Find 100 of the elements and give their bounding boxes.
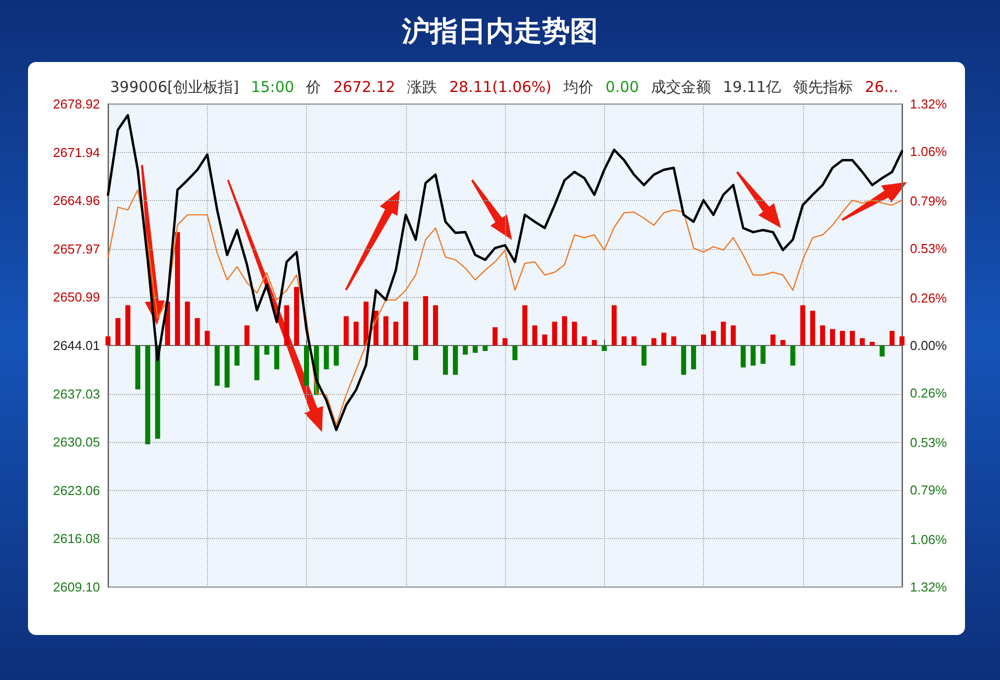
bar xyxy=(204,330,210,346)
bar xyxy=(720,322,726,346)
bar xyxy=(106,336,110,346)
bar xyxy=(651,338,656,346)
text: 涨跌 xyxy=(407,78,438,96)
bar xyxy=(274,346,280,370)
y-tick-label: 2616.08 xyxy=(53,531,100,546)
bar xyxy=(194,318,200,346)
bar xyxy=(462,346,468,355)
bar xyxy=(612,305,617,346)
bar xyxy=(602,346,607,351)
bar xyxy=(512,346,518,360)
bar xyxy=(840,330,845,346)
bar xyxy=(294,286,300,346)
text: 成交金额 xyxy=(650,78,711,96)
y2-tick-label: 1.32% xyxy=(910,96,948,112)
text: 28.11(1.06%) xyxy=(449,78,552,96)
bar xyxy=(472,346,478,353)
bar xyxy=(135,346,140,390)
bar xyxy=(115,318,120,346)
bar xyxy=(244,325,250,346)
bar xyxy=(532,325,538,346)
bar xyxy=(701,334,706,346)
y2-tick-label: 0.53% xyxy=(910,434,948,450)
y2-tick-label: 0.53% xyxy=(910,241,948,256)
y2-tick-label: 0.26% xyxy=(910,386,948,401)
text: 15:00 xyxy=(250,78,294,96)
bar xyxy=(671,336,676,346)
bar xyxy=(452,346,458,375)
bar xyxy=(890,330,895,346)
text: 19.11亿 xyxy=(722,78,781,96)
y-tick-label: 2630.05 xyxy=(53,434,100,450)
bar xyxy=(264,346,270,355)
bar xyxy=(403,302,408,346)
bar xyxy=(582,336,587,346)
bar xyxy=(413,346,418,360)
bar xyxy=(344,316,349,346)
bar xyxy=(860,338,865,346)
y2-tick-label: 1.06% xyxy=(910,532,948,547)
bar xyxy=(830,329,836,346)
bar xyxy=(880,346,885,356)
bar xyxy=(184,302,190,346)
bar xyxy=(482,346,488,351)
bar xyxy=(710,330,716,346)
chart-title: 沪指日内走势图 xyxy=(401,14,598,48)
bar xyxy=(324,346,329,370)
line-series xyxy=(107,189,903,426)
bar xyxy=(641,346,646,366)
bar xyxy=(174,232,180,346)
bar xyxy=(760,346,766,364)
bar xyxy=(364,302,369,346)
y2-tick-label: 0.26% xyxy=(910,290,948,306)
bar xyxy=(681,346,686,375)
bar xyxy=(393,322,398,346)
bar xyxy=(740,346,746,368)
y-tick-label: 2650.99 xyxy=(53,290,100,305)
y2-tick-label: 0.00% xyxy=(910,338,948,353)
y-tick-label: 2623.06 xyxy=(53,482,100,498)
bar xyxy=(284,305,290,346)
y-tick-label: 2644.01 xyxy=(53,338,100,353)
y-tick-label: 2671.94 xyxy=(53,144,100,160)
y-tick-label: 2637.03 xyxy=(53,386,100,402)
y2-tick-label: 1.32% xyxy=(910,580,948,594)
bar xyxy=(632,336,637,346)
bar xyxy=(334,346,339,366)
bar xyxy=(542,334,548,346)
bar xyxy=(691,346,696,370)
y-tick-label: 2678.92 xyxy=(53,96,100,112)
bar xyxy=(502,338,508,346)
bar xyxy=(800,305,806,346)
bar xyxy=(304,346,309,386)
y2-tick-label: 1.06% xyxy=(910,144,948,160)
bar xyxy=(850,330,855,346)
bar xyxy=(354,322,359,346)
line-series xyxy=(106,114,904,432)
bar xyxy=(423,296,428,346)
bar xyxy=(810,310,816,346)
bar xyxy=(900,336,904,346)
bar xyxy=(254,346,260,380)
bar xyxy=(820,325,826,346)
text: 均价 xyxy=(564,78,594,96)
bar xyxy=(145,346,150,444)
text: 399006[创业板指] xyxy=(110,78,239,96)
bar xyxy=(750,346,756,366)
bar xyxy=(562,316,568,346)
y2-tick-label: 0.79% xyxy=(910,482,948,498)
bar xyxy=(780,340,786,346)
bar xyxy=(592,340,597,346)
bar xyxy=(433,305,438,346)
bar xyxy=(125,305,130,346)
bar xyxy=(552,322,558,346)
bar xyxy=(224,346,230,388)
text: 26... xyxy=(864,78,898,96)
bar xyxy=(661,332,666,346)
bar xyxy=(442,346,448,375)
bar xyxy=(234,346,240,366)
y-tick-label: 2657.97 xyxy=(53,241,100,256)
y-tick-label: 2609.10 xyxy=(53,580,100,594)
bar xyxy=(730,325,736,346)
bar xyxy=(492,327,498,346)
